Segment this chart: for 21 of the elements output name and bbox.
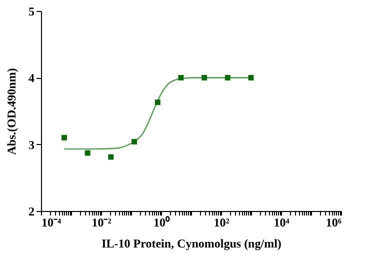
point [61,134,67,140]
x-tick-label: 10² [214,216,230,230]
point [202,74,208,80]
point [248,74,254,80]
point [132,138,138,144]
point [108,154,114,160]
x-axis-title: IL-10 Protein, Cynomolgus (ng/ml) [102,236,282,250]
y-tick-label: 4 [28,71,34,86]
y-tick-label: 3 [28,138,34,152]
point [178,74,184,80]
x-tick-label: 10⁰ [154,216,170,230]
x-tick-label: 10⁶ [326,216,342,230]
point [224,74,230,80]
point [84,150,90,156]
point [154,100,160,106]
x-tick-label: 10⁴ [274,216,290,230]
y-axis-title: Abs.(OD.490nm) [4,68,18,155]
y-tick-label: 5 [28,4,34,18]
y-tick-label: 2 [28,204,34,218]
x-tick-label: 10⁻² [92,216,112,230]
x-tick-label: 10⁻⁴ [42,216,62,230]
